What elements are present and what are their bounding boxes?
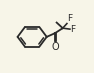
Text: F: F	[70, 25, 76, 34]
Text: F: F	[67, 14, 73, 23]
Text: O: O	[51, 42, 59, 52]
